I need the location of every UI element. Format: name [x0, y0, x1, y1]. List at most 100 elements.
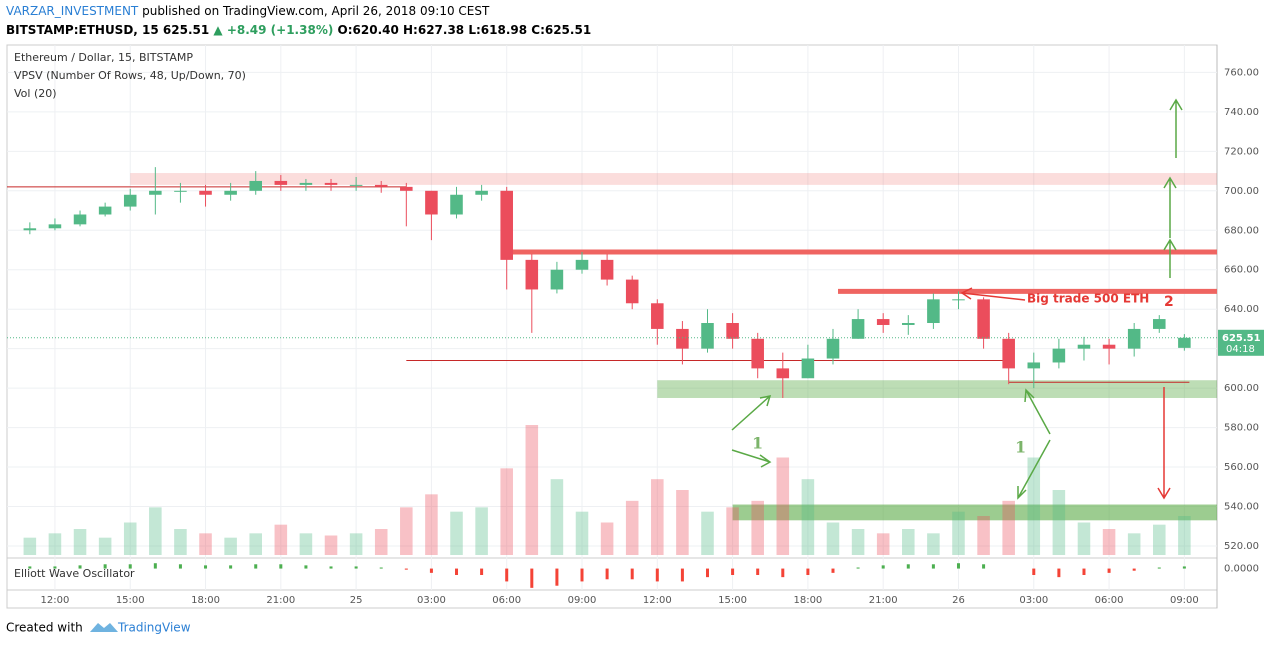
y-tick-label: 640.00 [1224, 304, 1259, 315]
candle-body [249, 180, 263, 191]
osc-bar [731, 568, 735, 575]
x-tick-label: 12:00 [41, 595, 70, 606]
candle-body [701, 323, 714, 349]
volume-bar [73, 529, 87, 555]
candle-body [500, 190, 513, 260]
symbol: BITSTAMP:ETHUSD, 15 [6, 23, 159, 37]
change: ▲ +8.49 (+1.38%) [213, 23, 333, 37]
zone [657, 380, 1217, 398]
annotation: Big trade 500 ETH [1027, 292, 1149, 306]
candle-body [475, 190, 488, 195]
volume-bar [625, 500, 639, 555]
candle-body [23, 228, 37, 231]
volume-bar [98, 537, 112, 555]
osc-bar [1182, 566, 1186, 569]
y-tick-label: 680.00 [1224, 225, 1259, 236]
y-tick-label: 520.00 [1224, 541, 1259, 552]
volume-bar [1152, 524, 1166, 555]
osc-bar [856, 567, 860, 569]
x-tick-label: 21:00 [869, 595, 898, 606]
ohlc: O:620.40 H:627.38 L:618.98 C:625.51 [338, 23, 592, 37]
candle-body [299, 182, 313, 185]
volume-bar [525, 425, 539, 555]
osc-bar [881, 565, 885, 569]
volume-bar [1102, 529, 1116, 555]
x-tick-label: 25 [350, 595, 363, 606]
price-tag-label: 625.51 [1222, 333, 1261, 344]
candle-body [977, 299, 990, 339]
candle-body [123, 194, 137, 207]
y-tick-label: 660.00 [1224, 265, 1259, 276]
volume-bar [274, 524, 288, 555]
x-tick-label: 15:00 [116, 595, 145, 606]
y-tick-label: 540.00 [1224, 502, 1259, 513]
osc-bar [379, 567, 383, 569]
y-tick-label: 760.00 [1224, 67, 1259, 78]
osc-bar [178, 564, 182, 569]
volume-bar [425, 494, 438, 555]
volume-bar [149, 507, 162, 555]
candle-body [676, 328, 689, 349]
author[interactable]: VARZAR_INVESTMENT [6, 4, 139, 18]
oscillator [28, 563, 1186, 588]
osc-bar [229, 565, 233, 569]
volume-bar [927, 533, 940, 555]
volume-bar [751, 500, 764, 555]
osc-bar [806, 568, 810, 575]
brand[interactable]: TradingView [117, 621, 191, 635]
y-tick-label: 580.00 [1224, 423, 1259, 434]
osc-bar [279, 564, 283, 569]
countdown: 04:18 [1226, 344, 1255, 355]
volume-bar [299, 533, 313, 555]
osc-bar [756, 568, 760, 575]
candle-body [425, 190, 438, 215]
volume-bar [400, 507, 413, 555]
osc-bar [655, 568, 659, 582]
volume-bar [1077, 522, 1091, 555]
volume-bar [123, 522, 137, 555]
logo [90, 623, 118, 632]
candle-body [851, 319, 865, 339]
y-tick-label: 740.00 [1224, 107, 1259, 118]
y-tick-label: 720.00 [1224, 146, 1259, 157]
candle-body [450, 194, 463, 215]
candle-body [801, 358, 815, 379]
candle-body [876, 319, 890, 325]
y-tick-label: 600.00 [1224, 383, 1259, 394]
candles [23, 167, 1191, 398]
candle-body [224, 190, 237, 195]
volume-bar [876, 533, 890, 555]
osc-bar [605, 568, 609, 580]
last: 625.51 [163, 23, 209, 37]
candle-body [600, 259, 614, 280]
osc-bar [53, 566, 57, 569]
x-tick-label: 03:00 [1019, 595, 1048, 606]
candle-body [98, 206, 112, 215]
volume-bar [902, 529, 915, 555]
y-tick-label: 560.00 [1224, 462, 1259, 473]
volume-bar [475, 507, 488, 555]
osc-bar [1057, 568, 1061, 578]
candle-body [1152, 319, 1166, 329]
volume-bar [977, 516, 990, 555]
candle-body [1127, 328, 1141, 349]
published: published on TradingView.com, April 26, … [142, 4, 490, 18]
osc-bar [28, 566, 32, 569]
candle-body [149, 190, 162, 195]
volume-bar [1002, 500, 1015, 555]
zone [130, 173, 1217, 185]
osc-bar [630, 568, 634, 580]
candle-body [550, 269, 564, 290]
red-arrows [960, 287, 1171, 500]
legend-item: Ethereum / Dollar, 15, BITSTAMP [14, 51, 193, 64]
volume-bar [826, 522, 840, 555]
x-tick-label: 18:00 [191, 595, 220, 606]
osc-bar [1107, 568, 1111, 573]
candle-body [48, 224, 62, 229]
x-tick-label: 09:00 [568, 595, 597, 606]
x-tick-label: 15:00 [718, 595, 747, 606]
volume-bar [701, 511, 714, 555]
x-tick-label: 26 [952, 595, 965, 606]
y-tick-label: 700.00 [1224, 186, 1259, 197]
volume-bar [600, 522, 614, 555]
